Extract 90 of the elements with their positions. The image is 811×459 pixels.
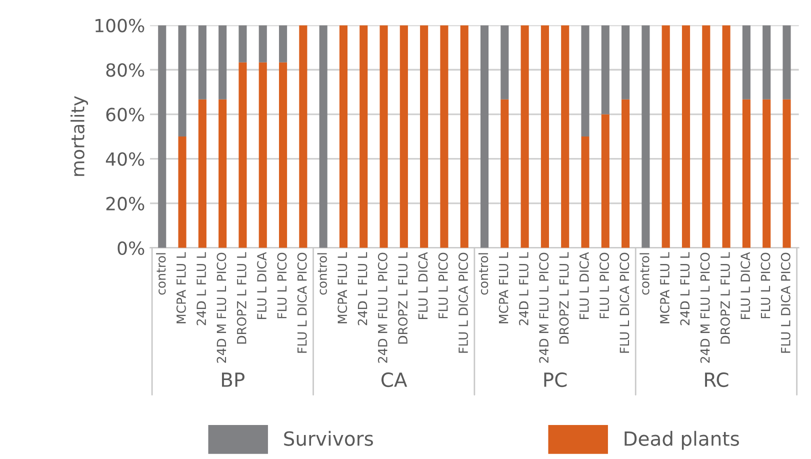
bar (702, 25, 710, 248)
x-tick-label: 24D M FLU L PICO (700, 252, 710, 363)
bar (540, 25, 549, 248)
bar (480, 25, 489, 248)
x-tick-label: 24D M FLU L PICO (216, 252, 226, 363)
bar (520, 25, 529, 248)
bar (581, 136, 590, 248)
text: PC (544, 372, 567, 388)
x-tick-label: FLU L DICA (579, 252, 589, 319)
x-tick-label: 24D L FLU L (358, 252, 368, 326)
y-tick-label: 40% (106, 152, 144, 166)
x-tick-label: DROPZ L FLU L (720, 252, 730, 344)
bar (782, 99, 791, 248)
bar (360, 25, 368, 248)
x-tick-label: FLU L PICO (760, 252, 770, 318)
x-tick-label: FLU L DICA PICO (297, 252, 307, 353)
x-tick-label: 24D L FLU L (196, 252, 206, 326)
x-tick-label: FLU L DICA (418, 252, 428, 319)
bar (622, 99, 630, 248)
bar (218, 99, 227, 248)
bar (420, 25, 428, 248)
x-tick-label: 24D L FLU L (680, 252, 690, 326)
x-tick-label: control (478, 253, 488, 295)
bar (742, 99, 750, 248)
bar (238, 25, 247, 62)
bar (198, 99, 206, 248)
bar (158, 25, 166, 248)
text: BP (222, 372, 245, 387)
bar (198, 25, 206, 100)
x-tick-label: control (640, 253, 650, 295)
x-tick-label: FLU L DICA PICO (620, 252, 630, 353)
bar (440, 25, 448, 248)
bar (561, 25, 570, 248)
x-tick-label: control (317, 253, 327, 295)
x-tick-label: MCPA FLU L (176, 252, 186, 324)
x-tick-label: DROPZ L FLU L (559, 252, 569, 344)
bar (299, 25, 308, 248)
x-tick-label: FLU L DICA PICO (780, 252, 790, 353)
x-tick-label: MCPA FLU L (498, 252, 508, 324)
bar (662, 25, 670, 248)
bar (601, 25, 610, 114)
bar (622, 25, 630, 100)
x-tick-label: FLU L DICA (740, 252, 750, 319)
bar (400, 25, 408, 248)
x-tick-label: FLU L PICO (600, 252, 610, 318)
bar (258, 25, 267, 62)
y-axis-title: mortality (70, 96, 88, 176)
y-tick-label: 0% (118, 241, 144, 255)
bar (682, 25, 690, 248)
bar (460, 25, 468, 248)
text: CA (381, 372, 408, 388)
x-tick-label: DROPZ L FLU L (236, 252, 246, 344)
x-tick-label: FLU L DICA (257, 252, 266, 319)
bar (601, 114, 610, 248)
x-tick-label: FLU L PICO (277, 252, 287, 318)
legend-label: Survivors (284, 430, 373, 446)
text: RC (705, 372, 728, 388)
bar (278, 62, 288, 248)
bar (762, 99, 771, 248)
bar (782, 25, 791, 100)
bar (762, 25, 771, 100)
bar (238, 62, 247, 248)
x-tick-label: 24D M FLU L PICO (539, 252, 549, 363)
y-tick-label: 60% (106, 108, 144, 122)
x-tick-label: 24D M FLU L PICO (378, 252, 388, 363)
bar (581, 25, 590, 137)
legend-label: Dead plants (624, 430, 739, 450)
bar (178, 25, 186, 137)
x-tick-label: MCPA FLU L (338, 252, 348, 324)
bar (722, 25, 730, 248)
bar (258, 62, 267, 248)
bar (500, 99, 509, 248)
bar (500, 25, 509, 100)
y-tick-label: 20% (106, 196, 144, 210)
x-tick-label: MCPA FLU L (660, 252, 670, 324)
bar (319, 25, 328, 248)
x-tick-label: FLU L PICO (438, 252, 448, 318)
x-tick-label: DROPZ L FLU L (398, 252, 408, 344)
y-tick-label: 80% (106, 63, 144, 77)
x-tick-label: control (156, 253, 166, 295)
bar (339, 25, 348, 248)
bar (742, 25, 750, 100)
bar (380, 25, 388, 248)
x-tick-label: 24D L FLU L (518, 252, 528, 326)
x-tick-label: FLU L DICA PICO (458, 252, 468, 353)
bar (218, 25, 227, 100)
bar (278, 25, 288, 62)
bar (178, 136, 186, 248)
y-tick-label: 100% (96, 18, 144, 32)
bar (642, 25, 650, 248)
